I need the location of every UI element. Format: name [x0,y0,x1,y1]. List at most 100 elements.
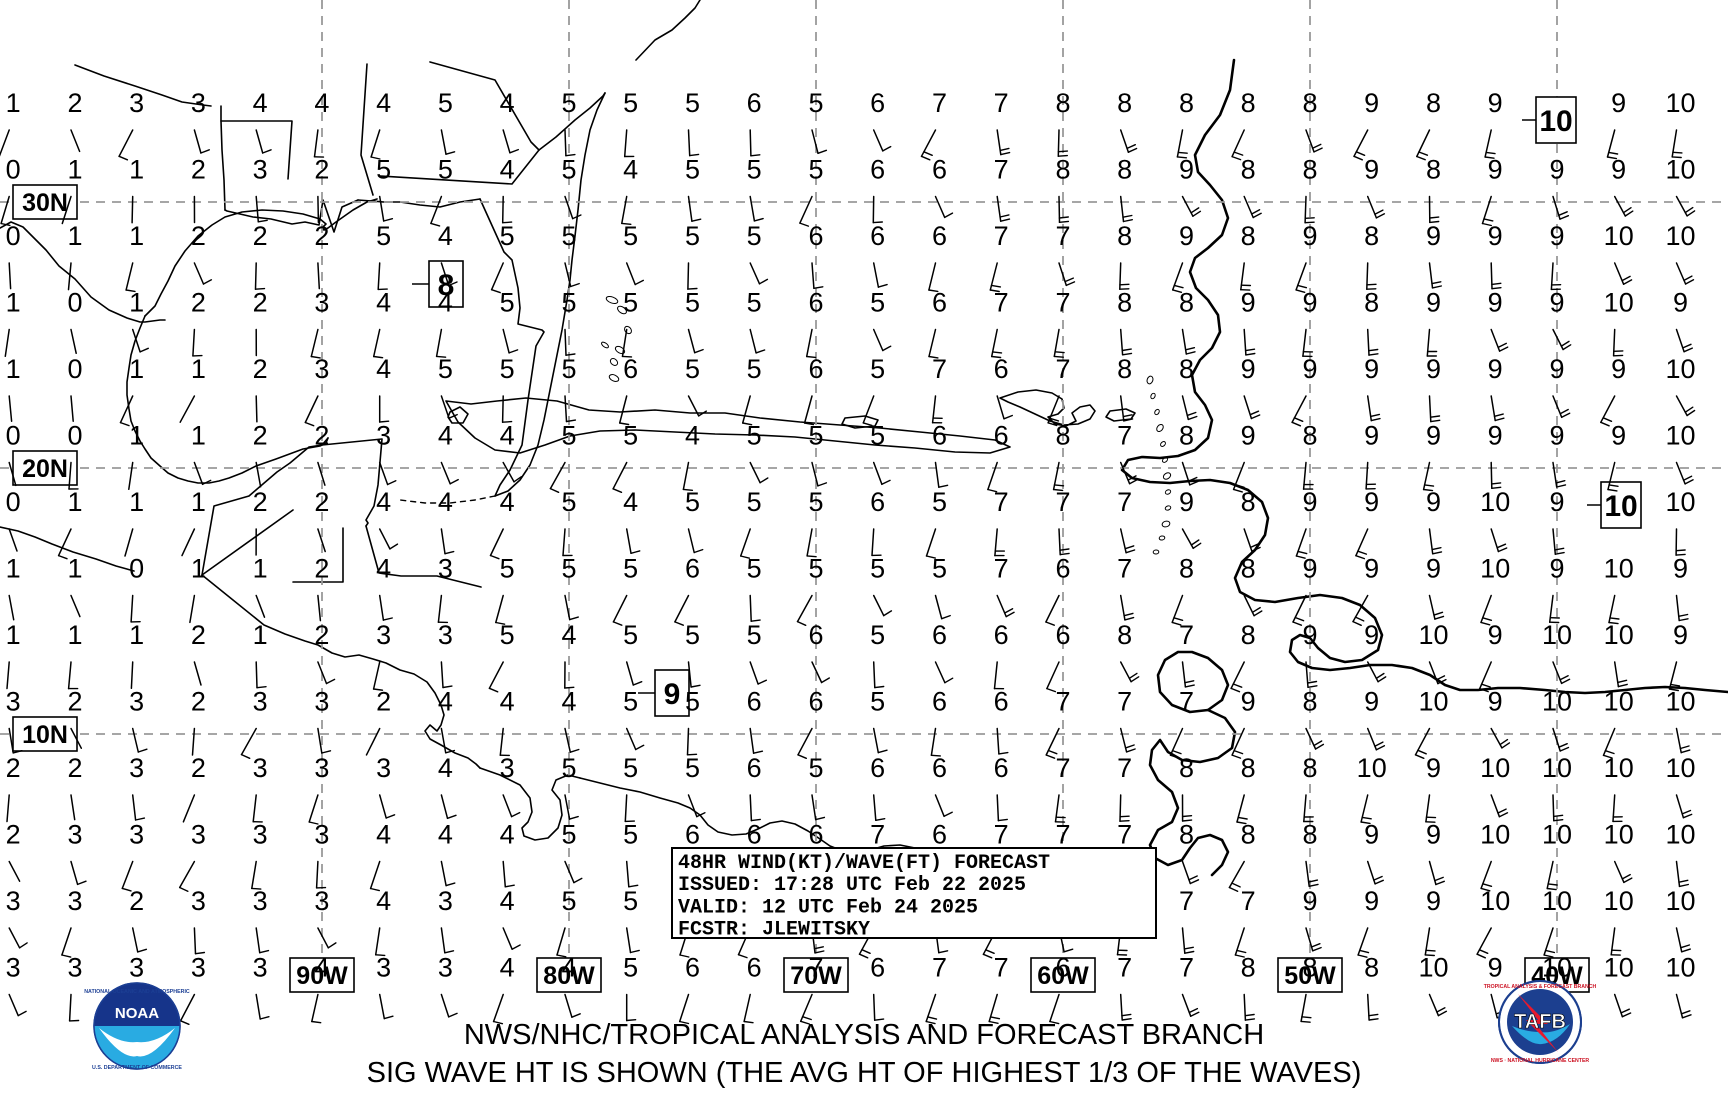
svg-text:7: 7 [932,354,947,384]
svg-text:7: 7 [994,88,1009,118]
svg-text:4: 4 [376,820,391,850]
svg-text:4: 4 [438,753,453,783]
svg-text:0: 0 [67,421,82,451]
svg-text:2: 2 [253,354,268,384]
svg-text:8: 8 [1364,953,1379,983]
svg-text:6: 6 [747,953,762,983]
svg-text:5: 5 [561,354,576,384]
svg-text:4: 4 [438,687,453,717]
svg-text:5: 5 [561,288,576,318]
svg-text:5: 5 [561,155,576,185]
svg-text:8: 8 [1117,155,1132,185]
svg-text:9: 9 [1426,820,1441,850]
svg-text:5: 5 [870,687,885,717]
svg-text:0: 0 [6,421,21,451]
svg-text:3: 3 [314,288,329,318]
svg-text:10: 10 [1604,953,1634,983]
svg-text:3: 3 [376,620,391,650]
svg-text:5: 5 [561,554,576,584]
svg-text:5: 5 [747,221,762,251]
svg-text:9: 9 [1549,487,1564,517]
svg-text:7: 7 [994,953,1009,983]
svg-text:10: 10 [1542,753,1572,783]
svg-text:0: 0 [67,354,82,384]
svg-text:6: 6 [870,155,885,185]
svg-text:5: 5 [747,421,762,451]
svg-text:7: 7 [994,155,1009,185]
svg-text:10: 10 [1604,753,1634,783]
svg-text:5: 5 [685,221,700,251]
svg-text:9: 9 [1549,421,1564,451]
svg-text:6: 6 [808,221,823,251]
svg-text:10: 10 [1665,953,1695,983]
svg-text:7: 7 [1055,221,1070,251]
svg-text:7: 7 [808,953,823,983]
svg-text:5: 5 [808,421,823,451]
svg-text:3: 3 [253,753,268,783]
svg-text:NATIONAL OCEANIC AND ATMOSPHER: NATIONAL OCEANIC AND ATMOSPHERIC [84,989,190,995]
svg-text:3: 3 [129,753,144,783]
svg-text:8: 8 [1426,88,1441,118]
svg-text:10: 10 [1665,155,1695,185]
svg-text:2: 2 [191,221,206,251]
svg-text:NOAA: NOAA [115,1005,159,1022]
svg-text:10: 10 [1480,487,1510,517]
svg-text:7: 7 [1055,487,1070,517]
svg-text:5: 5 [500,554,515,584]
svg-text:5: 5 [623,687,638,717]
svg-text:10: 10 [1604,886,1634,916]
svg-text:9: 9 [1302,620,1317,650]
svg-text:10: 10 [1665,88,1695,118]
svg-text:6: 6 [870,753,885,783]
svg-text:1: 1 [67,620,82,650]
svg-text:6: 6 [747,820,762,850]
svg-text:2: 2 [314,620,329,650]
svg-text:9: 9 [1549,554,1564,584]
svg-text:10: 10 [1604,620,1634,650]
svg-text:10: 10 [1542,687,1572,717]
svg-text:3: 3 [253,953,268,983]
svg-text:1: 1 [191,554,206,584]
svg-text:9: 9 [1488,354,1503,384]
svg-text:3: 3 [253,155,268,185]
svg-text:1: 1 [129,421,144,451]
svg-text:6: 6 [932,221,947,251]
svg-text:4: 4 [685,421,700,451]
svg-text:5: 5 [685,753,700,783]
svg-text:5: 5 [500,620,515,650]
svg-text:9: 9 [1179,155,1194,185]
svg-text:FCSTR: JLEWITSKY: FCSTR: JLEWITSKY [678,919,870,942]
svg-text:7: 7 [1117,487,1132,517]
svg-text:3: 3 [6,886,21,916]
svg-text:3: 3 [253,820,268,850]
svg-text:8: 8 [1179,753,1194,783]
svg-text:5: 5 [623,753,638,783]
svg-text:1: 1 [6,88,21,118]
svg-text:5: 5 [561,421,576,451]
svg-text:5: 5 [932,554,947,584]
svg-text:9: 9 [1488,221,1503,251]
svg-text:7: 7 [870,820,885,850]
svg-text:5: 5 [932,487,947,517]
svg-text:8: 8 [1241,620,1256,650]
svg-text:8: 8 [1241,88,1256,118]
svg-text:4: 4 [438,421,453,451]
svg-text:3: 3 [314,753,329,783]
svg-text:6: 6 [994,620,1009,650]
svg-text:5: 5 [623,288,638,318]
svg-text:5: 5 [808,554,823,584]
svg-text:9: 9 [1302,554,1317,584]
svg-text:3: 3 [314,687,329,717]
svg-text:5: 5 [870,421,885,451]
svg-text:9: 9 [1364,354,1379,384]
svg-text:5: 5 [685,155,700,185]
svg-text:9: 9 [1426,288,1441,318]
svg-text:9: 9 [1241,421,1256,451]
svg-text:4: 4 [500,886,515,916]
svg-text:9: 9 [1302,288,1317,318]
svg-text:8: 8 [1241,155,1256,185]
svg-text:2: 2 [191,288,206,318]
svg-text:5: 5 [685,487,700,517]
svg-text:8: 8 [1117,88,1132,118]
svg-text:4: 4 [376,354,391,384]
